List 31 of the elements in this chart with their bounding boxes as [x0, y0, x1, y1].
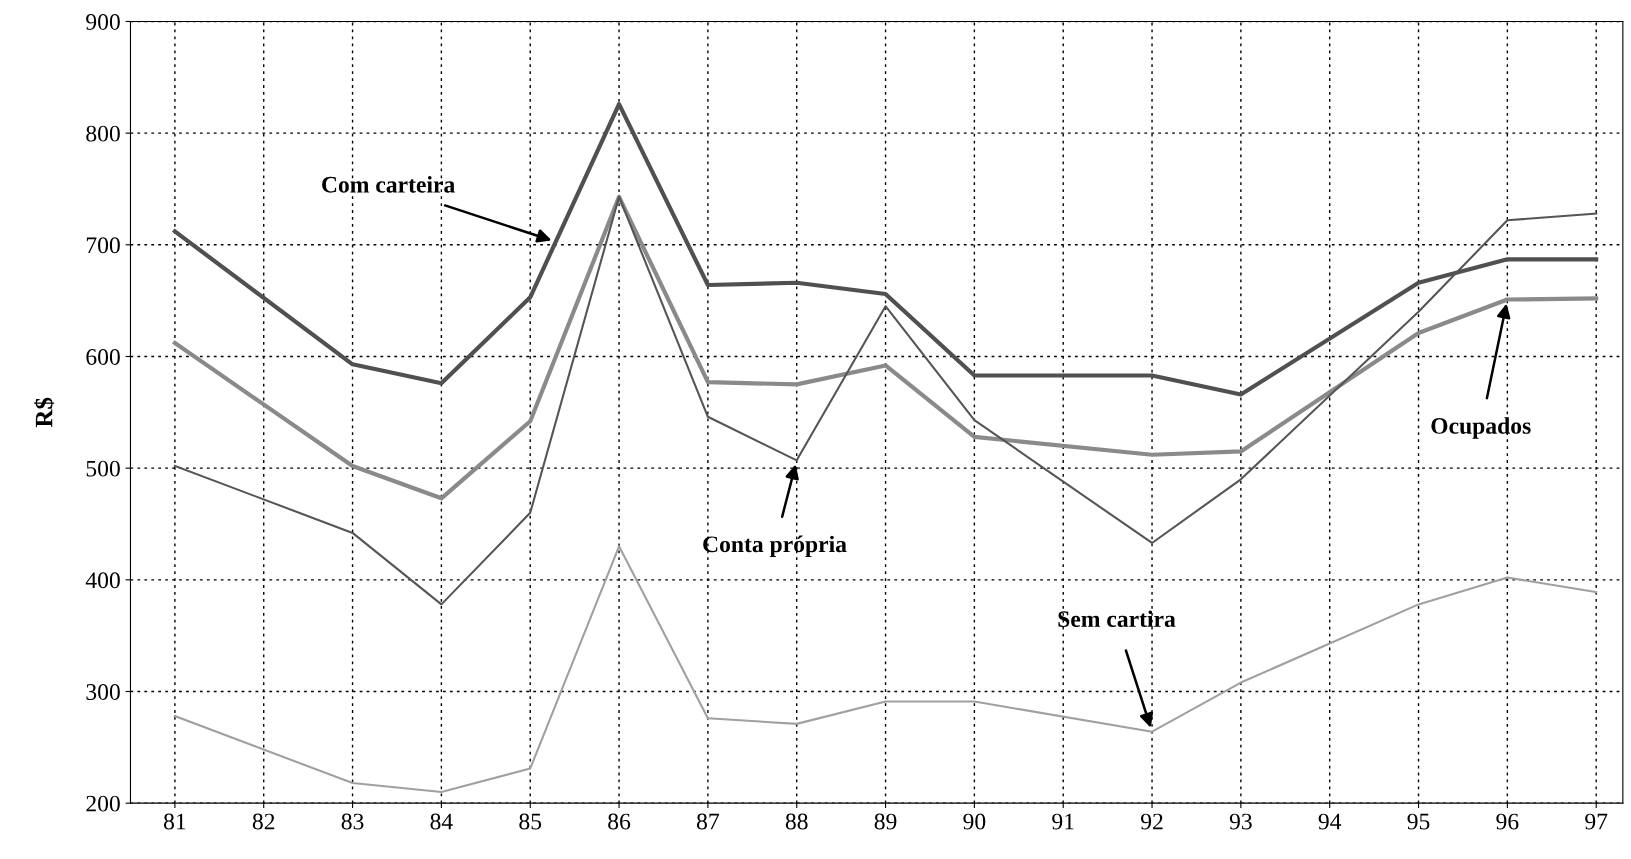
x-tick-label: 92 [1140, 813, 1163, 830]
y-tick-label: 600 [86, 348, 120, 365]
x-tick-label: 89 [874, 813, 897, 830]
x-tick-label: 81 [163, 813, 186, 830]
x-tick-label: 93 [1229, 813, 1252, 830]
y-tick-label: 500 [86, 460, 120, 477]
y-tick-label: 400 [85, 572, 120, 589]
x-tick-label: 97 [1585, 813, 1608, 830]
line-series [172, 194, 1599, 501]
x-tick-label: 91 [1052, 813, 1074, 830]
x-tick-label: 87 [696, 813, 720, 830]
x-tick-label: 86 [608, 813, 631, 830]
x-tick-label: 96 [1496, 813, 1519, 830]
x-tick-label: 90 [963, 813, 986, 830]
x-tick-label: 85 [519, 813, 542, 830]
x-tick-label: 88 [785, 813, 808, 830]
x-tick-label: 84 [430, 813, 453, 830]
y-tick-label: 800 [86, 125, 120, 142]
y-axis-title: R$ [34, 397, 55, 428]
y-tick-label: 900 [86, 13, 120, 30]
annotation: Conta própria [703, 535, 847, 558]
x-tick-label: 94 [1318, 813, 1342, 830]
annotation: Ocupados [1431, 417, 1531, 439]
y-tick-label: 200 [86, 795, 120, 812]
y-tick-label: 300 [86, 683, 120, 700]
y-tick-label: 700 [86, 237, 120, 254]
x-tick-label: 95 [1407, 813, 1430, 830]
annotation: Sem cartira [1058, 610, 1176, 628]
x-tick-label: 83 [341, 813, 364, 830]
annotation: Com carteira [322, 176, 455, 193]
x-tick-label: 82 [252, 813, 275, 830]
